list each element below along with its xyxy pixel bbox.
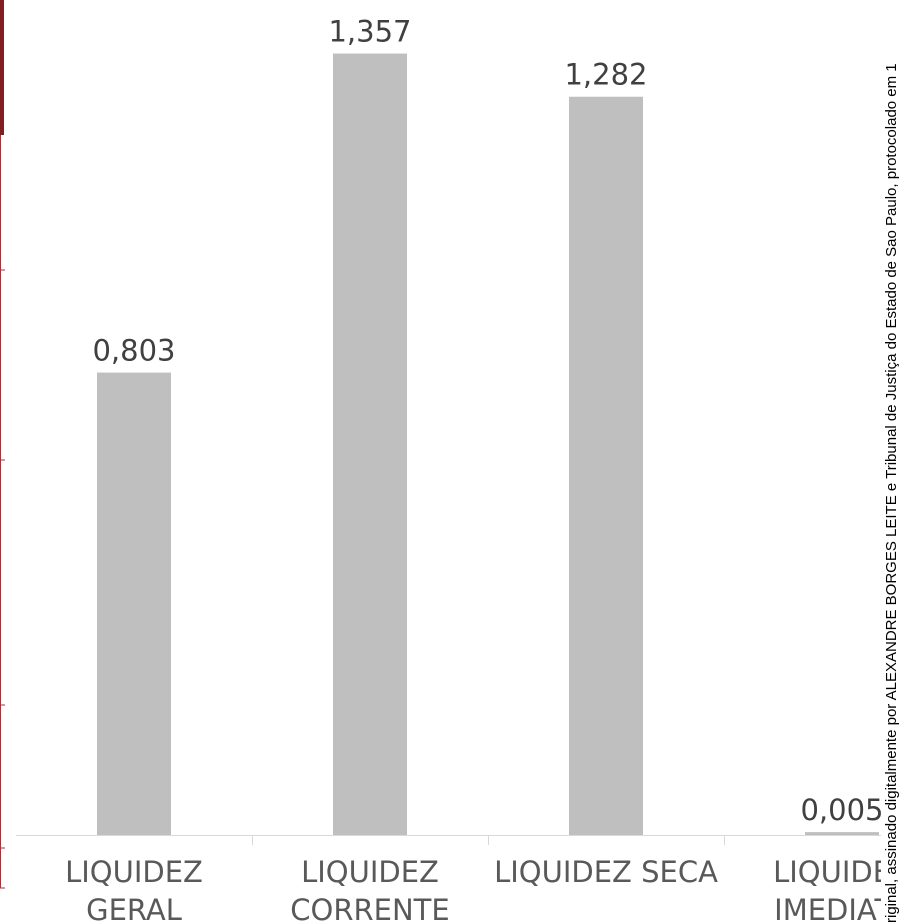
value-label: 1,282 [564,58,647,92]
x-tick-label: LIQUIDEZ GERAL [65,855,203,923]
watermark: riginal, assinado digitalmente por ALEXA… [883,63,899,923]
watermark-strip [881,0,899,923]
accent-bar [0,0,4,135]
x-tick-label-box: LIQUIDEZ IMEDIATA [773,855,899,923]
x-tick-label-box: LIQUIDEZ SECA [494,855,718,889]
bar [569,96,643,836]
bar [97,372,171,835]
x-tick-label: LIQUIDEZ CORRENTE [290,855,450,923]
x-tick-label: LIQUIDEZ IMEDIATA [773,855,899,923]
x-tick-label-box: LIQUIDEZ CORRENTE [290,855,450,923]
bar [805,832,879,835]
value-label: 0,005 [800,793,883,827]
x-tick-label-box: LIQUIDEZ GERAL [65,855,203,923]
x-tick-label: LIQUIDEZ SECA [494,855,718,889]
value-label: 0,803 [92,334,175,368]
bar [333,53,407,835]
value-label: 1,357 [328,15,411,49]
side-ticks [0,269,5,889]
